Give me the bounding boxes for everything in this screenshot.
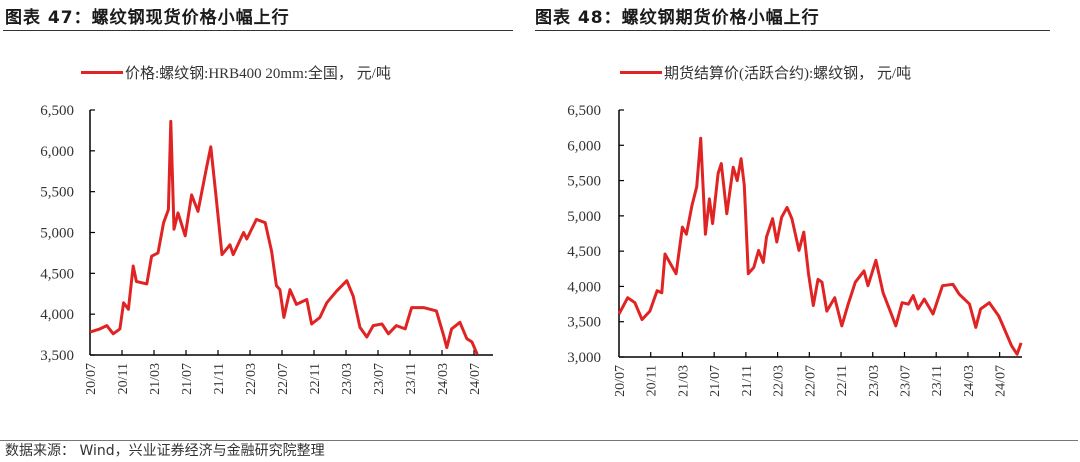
y-tick-label: 6,000 xyxy=(567,138,601,154)
y-tick-label: 4,000 xyxy=(567,279,601,295)
x-tick-label: 21/03 xyxy=(148,363,163,395)
x-tick-label: 23/07 xyxy=(372,363,387,395)
y-tick-label: 5,500 xyxy=(567,174,601,190)
x-tick-label: 21/07 xyxy=(180,363,195,395)
chart-48-plot: 6,500 6,000 5,500 5,000 4,500 4,000 3,500 3,000… xyxy=(567,103,1023,397)
x-tick-label: 23/07 xyxy=(898,365,913,397)
y-tick-label: 4,500 xyxy=(567,244,601,260)
x-tick-label: 21/03 xyxy=(676,365,691,397)
y-tick-label: 5,000 xyxy=(567,209,601,225)
x-tick-label: 23/03 xyxy=(340,363,355,395)
y-tick-label: 3,500 xyxy=(567,315,601,331)
y-tick-label: 5,000 xyxy=(40,226,74,242)
series-line xyxy=(89,119,479,355)
x-tick-label: 24/07 xyxy=(468,363,483,395)
x-tick-label: 20/07 xyxy=(84,363,99,395)
chart-48-title: 图表 48：螺纹钢期货价格小幅上行 xyxy=(535,8,820,28)
x-tick-label: 21/11 xyxy=(740,365,755,396)
legend-label: 期货结算价(活跃合约):螺纹钢， 元/吨 xyxy=(664,66,912,82)
x-tick-label: 23/11 xyxy=(404,363,419,394)
chart-47-legend: 价格:螺纹钢:HRB400 20mm:全国， 元/吨 xyxy=(81,62,391,83)
title-divider xyxy=(535,30,1050,31)
x-tick-label: 24/03 xyxy=(962,365,977,397)
x-tick-label: 22/03 xyxy=(772,365,787,397)
x-tick-label: 23/03 xyxy=(867,365,882,397)
y-tick-label: 3,500 xyxy=(40,348,74,364)
x-tick-label: 24/03 xyxy=(436,363,451,395)
x-tick-label: 22/11 xyxy=(308,363,323,394)
source-note: 数据来源： Wind，兴业证券经济与金融研究院整理 xyxy=(5,443,325,459)
x-tick-label: 20/11 xyxy=(116,363,131,394)
legend-swatch xyxy=(81,71,123,74)
y-tick-label: 3,000 xyxy=(567,350,601,366)
x-tick-label: 22/07 xyxy=(803,365,818,397)
x-tick-label: 22/11 xyxy=(835,365,850,396)
legend-swatch xyxy=(620,71,662,74)
y-tick-label: 6,000 xyxy=(40,144,74,160)
footer-divider xyxy=(0,440,1078,441)
x-tick-label: 24/07 xyxy=(994,365,1009,397)
y-tick-label: 5,500 xyxy=(40,185,74,201)
y-tick-label: 4,500 xyxy=(40,266,74,282)
x-tick-label: 21/11 xyxy=(212,363,227,394)
chart-48-legend: 期货结算价(活跃合约):螺纹钢， 元/吨 xyxy=(620,62,911,83)
chart-47-title: 图表 47：螺纹钢现货价格小幅上行 xyxy=(5,8,290,28)
x-tick-label: 22/07 xyxy=(276,363,291,395)
x-tick-label: 22/03 xyxy=(244,363,259,395)
legend-label: 价格:螺纹钢:HRB400 20mm:全国， 元/吨 xyxy=(125,66,391,82)
series-line xyxy=(617,136,1023,356)
title-divider xyxy=(3,30,513,31)
x-tick-label: 23/11 xyxy=(930,365,945,396)
x-tick-label: 20/11 xyxy=(645,365,660,396)
y-tick-label: 6,500 xyxy=(567,103,601,119)
x-tick-label: 21/07 xyxy=(708,365,723,397)
y-tick-label: 6,500 xyxy=(40,103,74,119)
chart-47-plot: 6,500 6,000 5,500 5,000 4,500 4,000 3,500 20/07… xyxy=(40,103,493,395)
y-tick-label: 4,000 xyxy=(40,307,74,323)
x-tick-label: 20/07 xyxy=(613,365,628,397)
